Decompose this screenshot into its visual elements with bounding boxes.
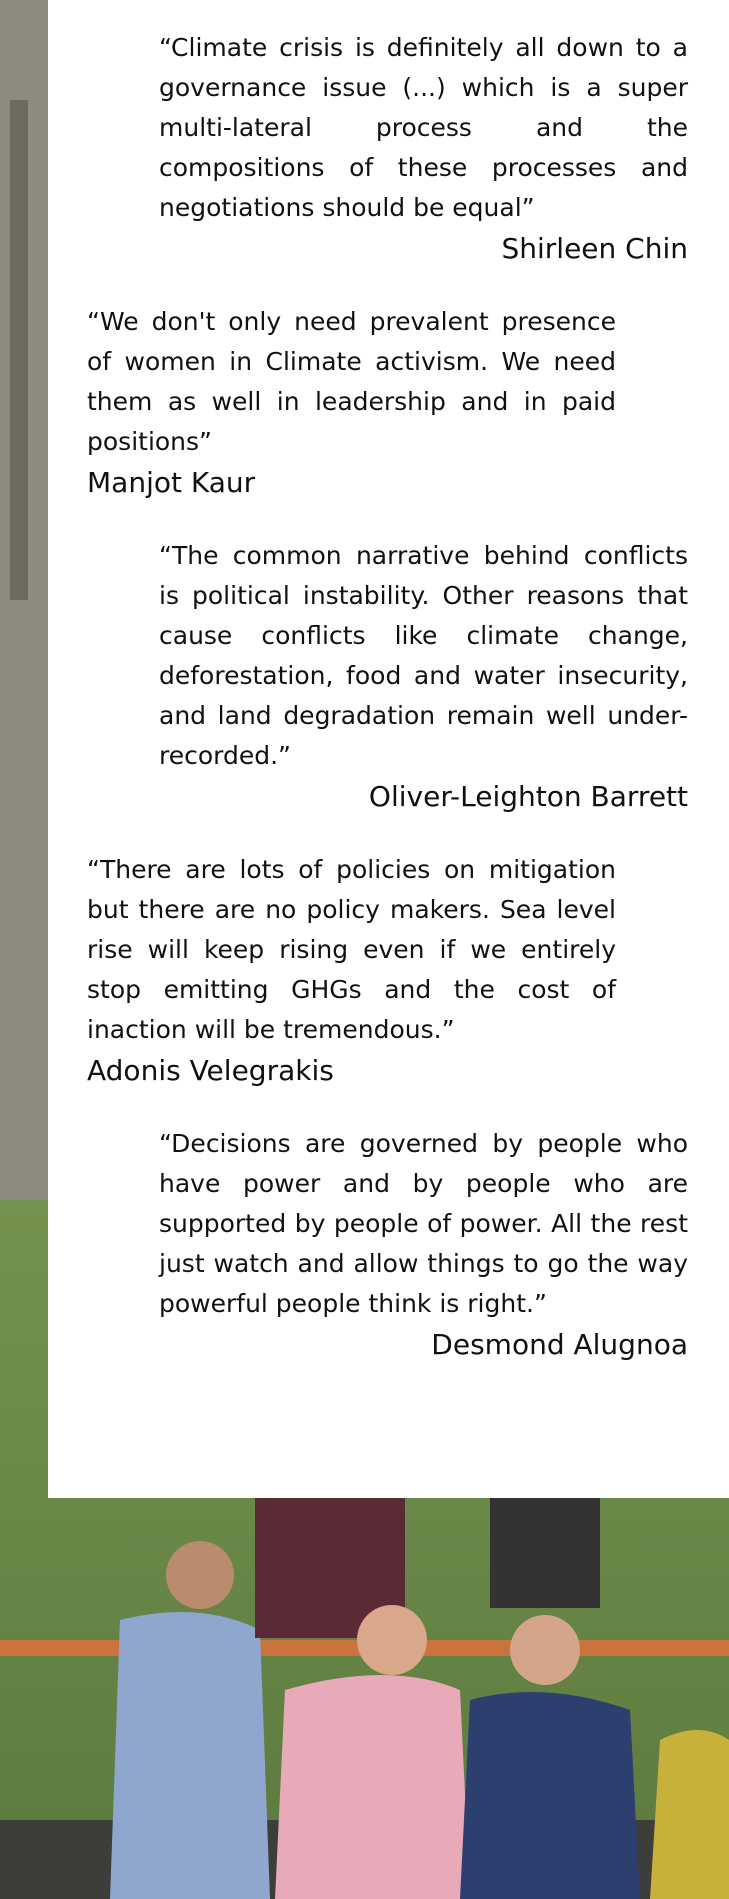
- bark: [10, 100, 28, 600]
- shirt: [110, 1612, 270, 1899]
- quote: “There are lots of policies on mitigatio…: [87, 850, 616, 1092]
- quote: “The common narrative behind conflicts i…: [159, 536, 688, 818]
- quote: “Decisions are governed by people who ha…: [159, 1124, 688, 1366]
- quote: “We don't only need prevalent presence o…: [87, 302, 616, 504]
- quotes-panel: “Climate crisis is definitely all down t…: [48, 0, 729, 1498]
- quote: “Climate crisis is definitely all down t…: [159, 28, 688, 270]
- quote-author: Desmond Alugnoa: [159, 1324, 688, 1366]
- quote-text: “Decisions are governed by people who ha…: [159, 1124, 688, 1324]
- page: {"quotes": [ {"text": "“Climate crisis i…: [0, 0, 729, 1899]
- quote-author: Shirleen Chin: [159, 228, 688, 270]
- quote-author: Manjot Kaur: [87, 462, 616, 504]
- shirt: [275, 1675, 470, 1899]
- quote-text: “We don't only need prevalent presence o…: [87, 302, 616, 462]
- head: [510, 1615, 580, 1685]
- quote-text: “There are lots of policies on mitigatio…: [87, 850, 616, 1050]
- quote-text: “The common narrative behind conflicts i…: [159, 536, 688, 776]
- quote-author: Adonis Velegrakis: [87, 1050, 616, 1092]
- quote-text: “Climate crisis is definitely all down t…: [159, 28, 688, 228]
- quote-author: Oliver-Leighton Barrett: [159, 776, 688, 818]
- shirt: [490, 1498, 600, 1608]
- dress: [650, 1730, 729, 1899]
- head: [357, 1605, 427, 1675]
- shirt: [460, 1692, 640, 1899]
- head: [166, 1541, 234, 1609]
